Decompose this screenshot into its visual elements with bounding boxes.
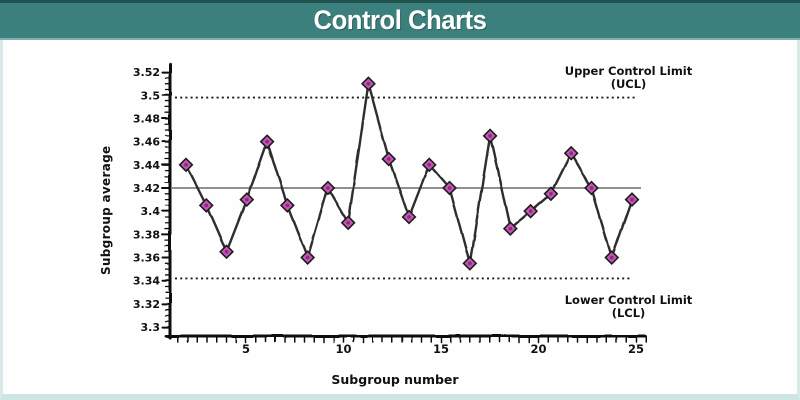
title-banner: Control Charts bbox=[0, 0, 800, 40]
data-point-dot bbox=[589, 186, 594, 190]
data-point-dot bbox=[204, 203, 209, 208]
y-tick-label: 3.46 bbox=[133, 136, 160, 149]
data-point-dot bbox=[528, 209, 533, 214]
x-tick-label: 15 bbox=[433, 342, 449, 356]
ucl-annotation: Upper Control Limit (UCL) bbox=[556, 65, 701, 91]
lcl-annotation-line1: Lower Control Limit bbox=[564, 293, 693, 307]
y-tick-label: 3.32 bbox=[133, 298, 160, 311]
x-tick-label: 20 bbox=[530, 342, 546, 356]
series bbox=[184, 82, 634, 265]
axes bbox=[161, 62, 647, 343]
data-point-dot bbox=[244, 197, 249, 202]
lcl-annotation-line2: (LCL) bbox=[611, 306, 646, 320]
ucl-annotation-line2: (UCL) bbox=[610, 77, 647, 91]
x-axis-title: Subgroup number bbox=[331, 372, 459, 387]
data-point-dot bbox=[609, 255, 614, 260]
data-point-dot bbox=[447, 186, 452, 190]
data-point-dot bbox=[366, 81, 371, 86]
y-tick-label: 3.52 bbox=[133, 66, 160, 79]
y-tick-label: 3.38 bbox=[133, 228, 160, 241]
y-tick-label: 3.48 bbox=[133, 112, 160, 125]
y-tick-label: 3.3 bbox=[141, 321, 161, 334]
x-tick-label: 10 bbox=[335, 342, 351, 356]
data-point-dot bbox=[427, 162, 432, 167]
data-point-dot bbox=[407, 215, 411, 219]
x-tick-label: 5 bbox=[242, 342, 250, 356]
y-tick-label: 3.34 bbox=[133, 275, 160, 288]
data-point-dot bbox=[569, 151, 574, 156]
chart-card bbox=[0, 40, 800, 400]
y-tick-label: 3.4 bbox=[141, 205, 161, 218]
control-chart: 3.3 3.32 3.34 3.36 3.38 3.4 3.42 3.44 3.46 3.48 3.… bbox=[133, 62, 647, 356]
ucl-annotation-line1: Upper Control Limit bbox=[564, 64, 693, 78]
y-tick-label: 3.44 bbox=[133, 159, 160, 172]
y-axis-title: Subgroup average bbox=[99, 145, 113, 275]
page-title: Control Charts bbox=[313, 5, 487, 35]
data-point-dot bbox=[488, 133, 492, 138]
data-point-dot bbox=[224, 249, 229, 254]
y-tick-label: 3.36 bbox=[133, 252, 160, 265]
data-point-dot bbox=[630, 197, 634, 202]
data-point-dot bbox=[346, 220, 351, 225]
data-point-dot bbox=[305, 255, 310, 260]
data-point-dot bbox=[265, 139, 269, 144]
data-point-dot bbox=[467, 261, 472, 266]
data-point-dot bbox=[326, 186, 330, 190]
y-tick-label: 3.42 bbox=[133, 182, 160, 195]
lcl-annotation: Lower Control Limit (LCL) bbox=[556, 294, 701, 320]
y-tick-label: 3.5 bbox=[141, 89, 161, 102]
data-point-dot bbox=[285, 203, 290, 208]
data-point-dot bbox=[184, 162, 188, 167]
x-tick-label: 25 bbox=[628, 342, 644, 356]
data-point-dot bbox=[386, 157, 391, 161]
data-point-dot bbox=[549, 191, 553, 196]
series-line bbox=[184, 82, 634, 265]
data-point-dot bbox=[508, 226, 513, 231]
